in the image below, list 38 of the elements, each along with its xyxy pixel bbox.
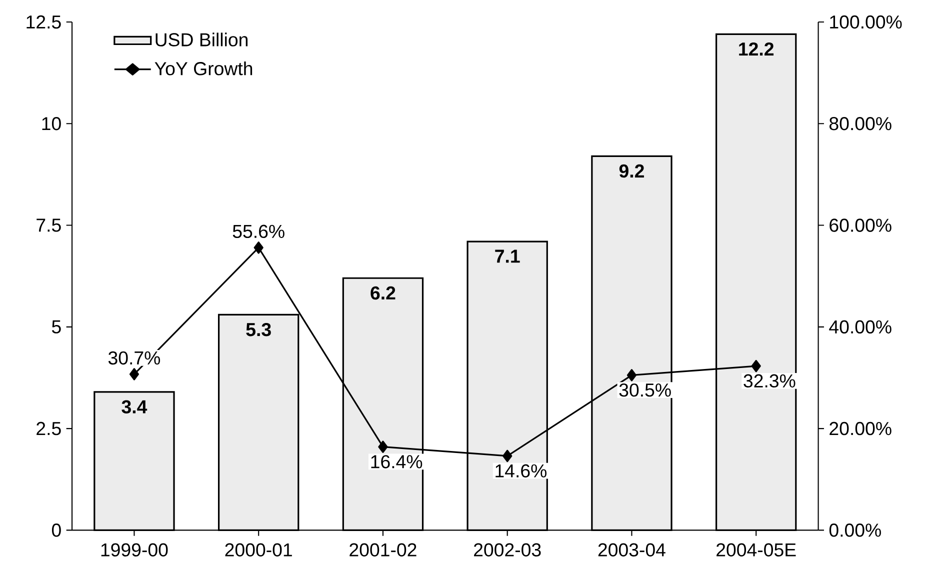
y-tick-label: 0 xyxy=(52,524,61,537)
x-tick-label: 2004-05E xyxy=(716,543,796,557)
y2-tick-label: 80.00% xyxy=(830,117,892,130)
point xyxy=(254,242,264,254)
point xyxy=(129,368,140,380)
data-label: 5.3 xyxy=(246,323,271,336)
x-tick-label: 2003-04 xyxy=(598,543,666,557)
point xyxy=(751,360,761,372)
x-tick-label: 2000-01 xyxy=(225,543,292,557)
y-tick-label: 12.5 xyxy=(26,15,61,29)
point xyxy=(626,369,637,382)
y2-tick-label: 60.00% xyxy=(830,218,892,232)
point xyxy=(502,450,512,462)
x-tick-label: 2001-02 xyxy=(350,543,416,557)
data-label: 3.4 xyxy=(122,400,148,414)
y-tick-label: 7.5 xyxy=(36,218,61,232)
data-label: 14.6% xyxy=(496,464,546,478)
data-label: 55.6% xyxy=(232,224,284,238)
legend-label: YoY Growth xyxy=(154,62,252,76)
data-label: 30.7% xyxy=(108,351,160,365)
data-label: 6.2 xyxy=(370,286,396,300)
data-label: 30.5% xyxy=(619,384,671,397)
y2-tick-label: 20.00% xyxy=(830,422,892,436)
x-tick-label: 1999-00 xyxy=(101,543,168,557)
y2-tick-label: 40.00% xyxy=(829,320,892,334)
y-tick-label: 10 xyxy=(42,117,61,130)
data-label: 7.1 xyxy=(495,250,520,263)
y2-tick-label: 0.00% xyxy=(829,524,881,537)
y2-tick-label: 100.00% xyxy=(830,15,902,29)
legend-label: USD Billion xyxy=(156,32,248,46)
data-label: 32.3% xyxy=(744,374,796,388)
y-tick-label: 5 xyxy=(52,320,61,334)
x-tick-label: 2002-03 xyxy=(474,543,541,557)
point xyxy=(378,440,388,454)
data-label: 16.4% xyxy=(371,455,422,468)
y-tick-label: 2.5 xyxy=(36,422,61,436)
data-label: 9.2 xyxy=(619,164,644,178)
data-label: 12.2 xyxy=(739,42,774,56)
